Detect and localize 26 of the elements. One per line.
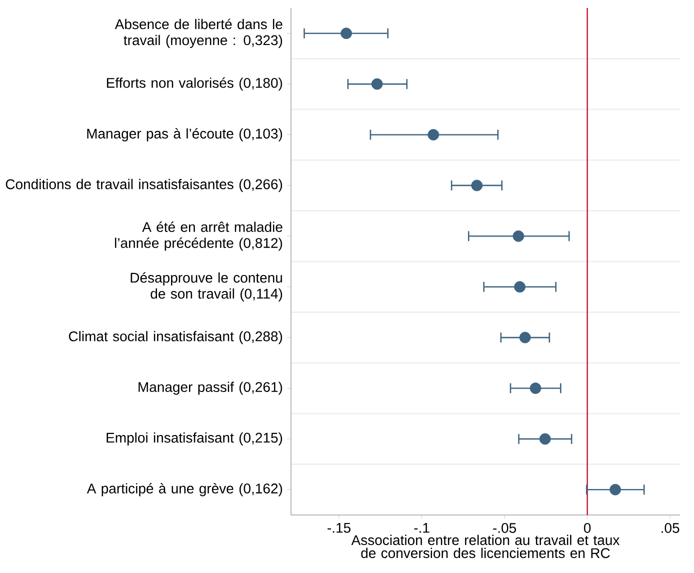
y-tick-label: Manager passif (0,261) (138, 382, 282, 395)
y-tick-label: A participé à une grève (0,162) (86, 483, 282, 496)
y-tick-label: Climat social insatisfaisant (0,288) (68, 331, 282, 344)
y-tick-label: A été en arrêt maladie l’année précédente (0,812) (115, 222, 282, 251)
x-tick-label: 0 (584, 523, 591, 533)
point (471, 180, 483, 192)
point (371, 78, 383, 90)
x-tick-label: .05 (662, 523, 680, 533)
x-axis-title: Association entre relation au travail et taux de conversion des licenciements en RC (351, 534, 620, 558)
y-tick-label: Conditions de travail insatisfaisantes (0,266) (6, 178, 282, 192)
y-tick-label: Désapprouve le contenu de son travail (0,114) (130, 272, 282, 302)
x-tick-label: -.15 (328, 523, 350, 533)
y-tick-label: Emploi insatisfaisant (0,215) (106, 432, 282, 446)
point (512, 230, 524, 242)
x-tick-label: -.1 (414, 523, 430, 533)
x-tick-label: -.05 (493, 523, 516, 533)
y-tick-label: Manager pas à l’écoute (0,103) (87, 128, 282, 142)
point (530, 382, 542, 394)
y-tick-label: Absence de liberté dans le travail (moyenne : 0,323) (114, 18, 282, 48)
point (519, 332, 531, 344)
point (539, 433, 551, 445)
point (514, 281, 526, 293)
point (340, 28, 352, 40)
point (428, 129, 440, 140)
point (610, 484, 621, 496)
y-tick-label: Efforts non valorisés (0,180) (106, 77, 282, 91)
